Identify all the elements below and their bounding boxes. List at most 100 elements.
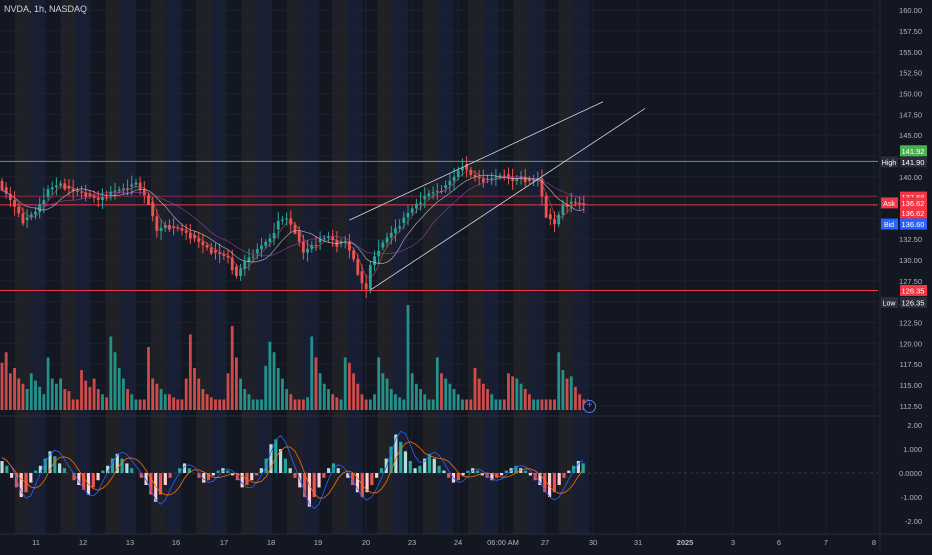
volume-bar [448, 383, 452, 410]
session-band [30, 0, 46, 534]
macd-hist-bar [163, 473, 167, 485]
price-tick-label: 117.50 [900, 360, 922, 369]
macd-hist-bar [211, 473, 215, 476]
session-band [468, 0, 484, 534]
session-band [286, 0, 303, 534]
volume-bar [188, 334, 192, 410]
candle-body [327, 236, 330, 238]
ask-value: 136.62 [902, 199, 925, 208]
time-tick-label: 31 [634, 538, 642, 547]
candle-body [431, 192, 435, 194]
time-tick-label: 12 [79, 538, 87, 547]
macd-signal-line [1, 441, 584, 499]
candle-body [255, 249, 259, 254]
candle-body [406, 212, 410, 218]
volume-bar [46, 357, 50, 410]
macd-hist-bar [91, 473, 95, 488]
volume-bar [540, 399, 544, 410]
volume-bar [38, 386, 42, 410]
macd-hist-bar [48, 451, 52, 473]
moving-average-line [1, 175, 584, 257]
price-tick-label: 145.00 [899, 131, 922, 140]
macd-hist-bar [413, 468, 417, 473]
session-band [513, 0, 529, 534]
macd-hist-bar [528, 473, 532, 476]
volume-bar [419, 389, 422, 410]
macd-hist-bar [389, 446, 393, 473]
candle-body [71, 188, 75, 191]
volume-bar [163, 394, 167, 410]
candle-body [544, 196, 548, 218]
price-tick-label: 155.00 [899, 48, 922, 57]
candle-body [0, 180, 4, 191]
volume-bar [431, 399, 435, 410]
price-tick-label: 160.00 [899, 6, 922, 15]
macd-hist-bar [327, 468, 331, 473]
macd-tick-label: 1.000 [903, 445, 922, 454]
macd-hist-bar [394, 434, 398, 473]
candle-body [515, 178, 519, 181]
candle-body [569, 201, 573, 204]
macd-hist-bar [110, 458, 115, 473]
candle-body [50, 187, 54, 190]
macd-hist-bar [418, 465, 422, 473]
volume-bar [71, 399, 75, 410]
macd-hist-bar [293, 473, 297, 478]
volume-bar [255, 399, 259, 410]
volume-bar [50, 378, 54, 410]
volume-bar [339, 399, 343, 410]
session-band [166, 0, 182, 534]
macd-hist-bar [442, 470, 446, 473]
price-tick-label: 132.50 [899, 235, 922, 244]
volume-bar [511, 376, 515, 410]
time-tick-label: 23 [408, 538, 416, 547]
price-tick-label: 130.00 [899, 256, 922, 265]
candle-body [260, 245, 263, 250]
candle-body [540, 178, 544, 197]
volume-bar [523, 389, 527, 410]
candle-body [427, 193, 431, 197]
price-tick-label: 115.00 [900, 381, 922, 390]
macd-hist-bar [303, 473, 307, 497]
candle-body [209, 247, 213, 254]
macd-hist-bar [5, 465, 9, 473]
volume-bar [276, 368, 280, 410]
macd-hist-bar [562, 473, 566, 478]
volume-bar [226, 373, 230, 410]
volume-bar [469, 399, 473, 410]
macd-hist-bar [158, 473, 163, 495]
volume-bar [168, 394, 171, 410]
macd-hist-bar [538, 473, 542, 485]
bid-tag: Bid [884, 222, 894, 229]
macd-hist-bar [14, 473, 19, 488]
volume-bar [569, 376, 573, 410]
candle-body [473, 175, 477, 177]
candle-body [172, 226, 176, 228]
price-axis [880, 0, 932, 550]
candle-body [147, 195, 150, 206]
macd-hist-bar [403, 451, 408, 473]
price-tick-label: 147.50 [899, 110, 922, 119]
candle-body [419, 202, 422, 204]
macd-hist-bar [547, 473, 552, 497]
volume-bar [322, 383, 326, 410]
volume-bar [80, 370, 83, 410]
add-indicator-button[interactable]: + [583, 400, 596, 413]
candle-body [159, 227, 163, 231]
session-band [196, 0, 212, 534]
macd-hist-bar [466, 470, 470, 473]
volume-bar [360, 394, 364, 410]
session-band [437, 0, 454, 534]
candle-body [414, 203, 418, 209]
time-tick-label: 11 [32, 538, 40, 547]
candle-body [25, 217, 29, 221]
candle-body [322, 237, 326, 240]
volume-bar [368, 399, 372, 410]
volume-bar [557, 352, 561, 410]
volume-bar [4, 352, 8, 410]
macd-hist-bar [322, 473, 326, 478]
volume-bar [548, 399, 552, 410]
price-tick-label: 120.00 [899, 339, 922, 348]
